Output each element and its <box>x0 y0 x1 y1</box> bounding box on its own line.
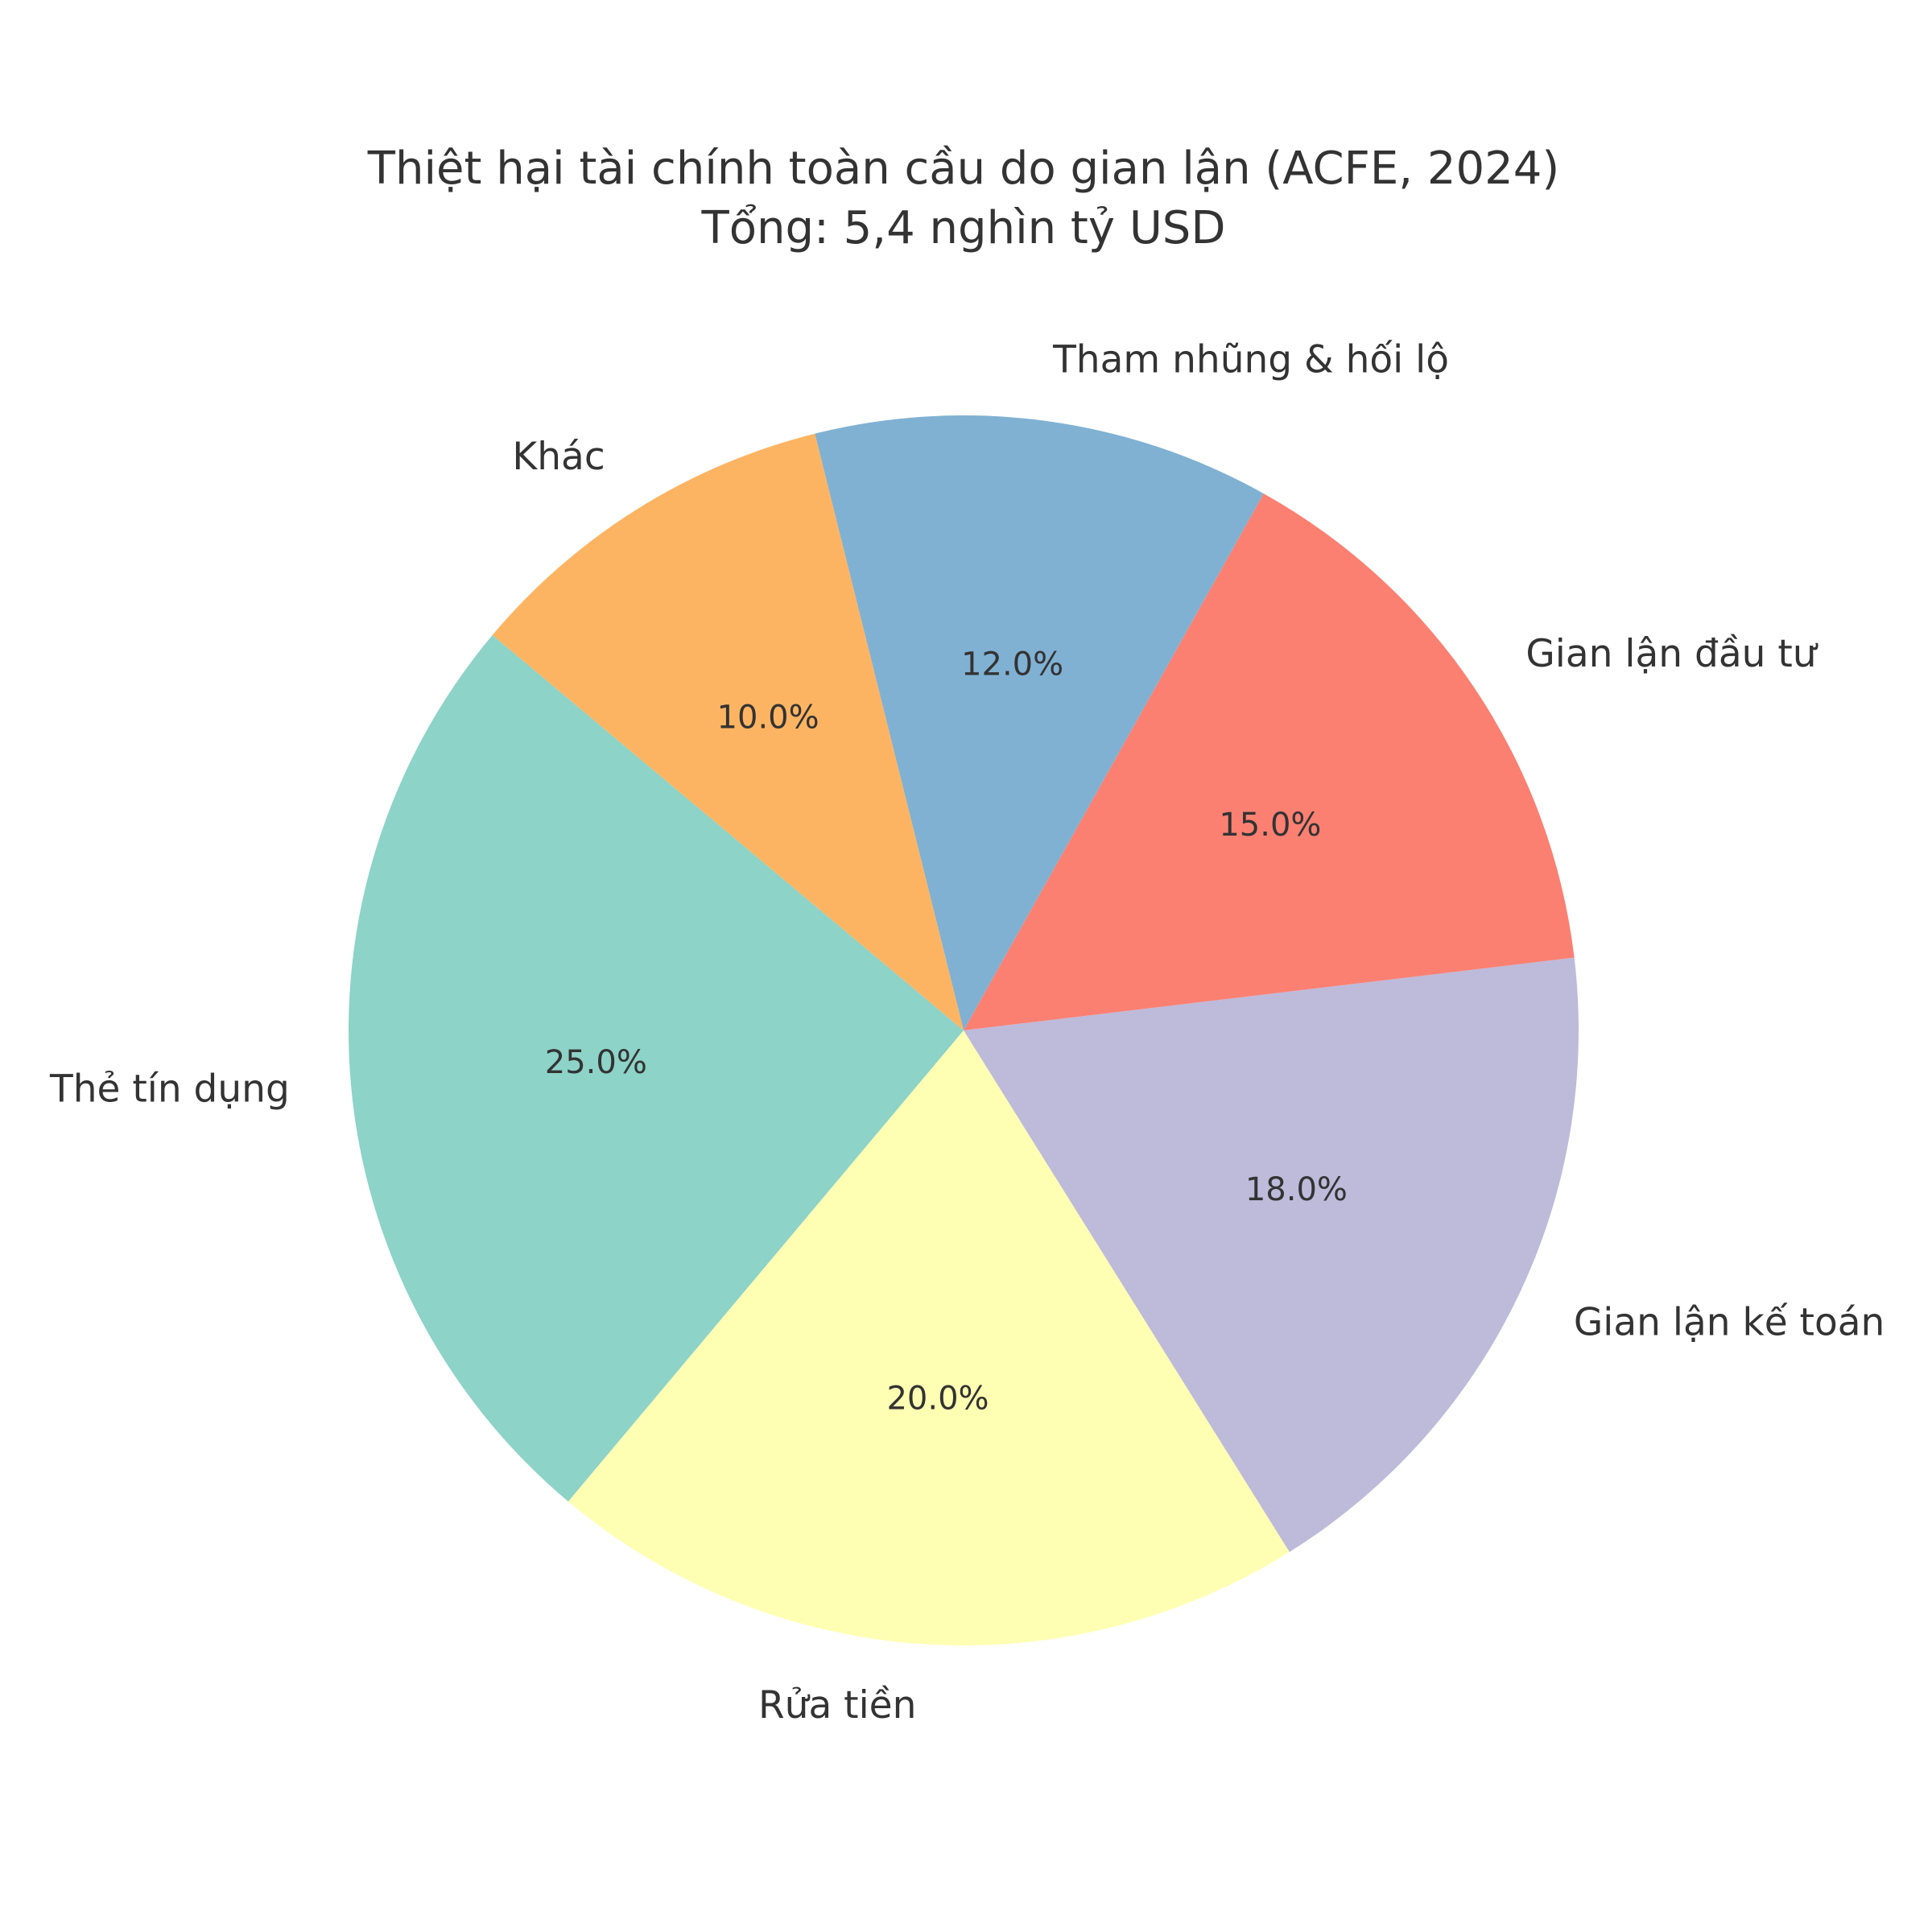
pie-slice <box>492 433 964 1030</box>
pie-slice <box>568 1030 1290 1646</box>
pie-slice <box>964 957 1579 1552</box>
pie-labels: 25.0% Thẻ tín dụng 20.0% Rửa tiền 18.0% Gian … <box>49 338 1885 1728</box>
slice-category-label: Gian lận kế toán <box>1574 1301 1885 1345</box>
pie-slice <box>815 415 1264 1030</box>
slice-percent-label: 20.0% <box>886 1380 989 1417</box>
pie-slice <box>964 493 1575 1030</box>
slice-percent-label: 12.0% <box>961 646 1063 683</box>
slice-percent-label: 10.0% <box>717 699 819 736</box>
slice-category-label: Khác <box>512 435 605 479</box>
chart-subtitle: Tổng: 5,4 nghìn tỷ USD <box>701 202 1226 254</box>
chart-title: Thiệt hại tài chính toàn cầu do gian lận… <box>367 142 1559 195</box>
slice-percent-label: 18.0% <box>1245 1171 1348 1208</box>
pie-slices <box>348 415 1579 1646</box>
slice-category-label: Gian lận đầu tư <box>1525 632 1818 676</box>
slice-category-label: Rửa tiền <box>758 1683 916 1728</box>
slice-category-label: Thẻ tín dụng <box>49 1067 290 1112</box>
slice-category-label: Tham nhũng & hối lộ <box>1052 338 1449 382</box>
slice-percent-label: 25.0% <box>545 1044 647 1081</box>
slice-percent-label: 15.0% <box>1219 807 1321 844</box>
pie-slice <box>348 634 964 1502</box>
